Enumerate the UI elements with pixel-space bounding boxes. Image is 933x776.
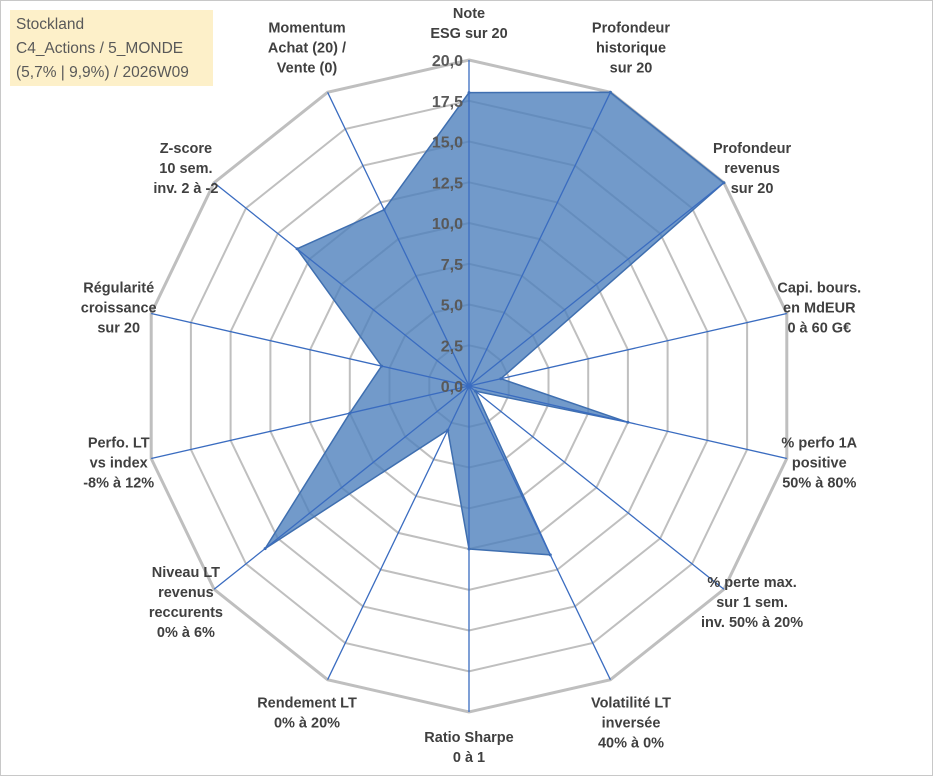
axis-label-6-line-2: 40% à 0% bbox=[598, 736, 664, 752]
axis-label-3-line-1: en MdEUR bbox=[783, 301, 856, 317]
axis-label-10-line-0: Perfo. LT bbox=[88, 435, 150, 451]
radar-series bbox=[263, 90, 726, 557]
info-company: Stockland bbox=[16, 16, 85, 33]
axis-label-10-line-2: -8% à 12% bbox=[83, 475, 154, 491]
tick-label-1: 2,5 bbox=[441, 338, 463, 355]
axis-label-3-line-2: 0 à 60 G€ bbox=[787, 321, 851, 337]
axis-spoke-12 bbox=[213, 182, 470, 387]
axis-label-9-line-0: Niveau LT bbox=[152, 565, 220, 581]
axis-label-12: Z-score 10 sem. inv. 2 à -2 bbox=[153, 141, 218, 197]
tick-label-3: 7,5 bbox=[441, 257, 463, 274]
axis-label-2-line-0: Profondeur bbox=[713, 141, 791, 157]
axis-label-10-line-1: vs index bbox=[90, 455, 148, 471]
axis-label-7-line-0: Ratio Sharpe bbox=[424, 730, 513, 746]
axis-spoke-13 bbox=[327, 92, 470, 387]
axis-label-9-line-2: reccurents bbox=[149, 605, 223, 621]
axis-label-8-line-0: Rendement LT bbox=[257, 696, 357, 712]
axis-spoke-6 bbox=[468, 385, 611, 680]
axis-spoke-4 bbox=[468, 385, 787, 460]
axis-spoke-5 bbox=[468, 385, 725, 590]
radar-tick-labels: 0,0 2,5 5,0 7,5 10,0 12,5 15,0 17,5 20,0 bbox=[432, 53, 463, 396]
axis-label-2: Profondeur revenus sur 20 bbox=[713, 141, 791, 197]
axis-label-2-line-1: revenus bbox=[724, 161, 780, 177]
axis-label-5-line-0: % perte max. bbox=[707, 575, 796, 591]
axis-spoke-10 bbox=[151, 385, 470, 460]
axis-label-5: % perte max. sur 1 sem. inv. 50% à 20% bbox=[701, 575, 803, 631]
tick-label-2: 5,0 bbox=[441, 298, 463, 315]
axis-label-12-line-0: Z-score bbox=[160, 141, 212, 157]
axis-label-11-line-2: sur 20 bbox=[97, 321, 140, 337]
axis-label-4-line-2: 50% à 80% bbox=[782, 475, 856, 491]
axis-label-4-line-1: positive bbox=[792, 455, 847, 471]
radar-spokes bbox=[151, 60, 787, 712]
axis-spoke-11 bbox=[151, 312, 470, 387]
axis-label-13-line-0: Momentum bbox=[268, 21, 345, 37]
tick-label-7: 17,5 bbox=[432, 94, 463, 111]
axis-label-11-line-1: croissance bbox=[81, 301, 157, 317]
axis-label-0: Note ESG sur 20 bbox=[430, 6, 507, 42]
info-category: C4_Actions / 5_MONDE bbox=[16, 40, 184, 57]
axis-label-9-line-3: 0% à 6% bbox=[157, 625, 215, 641]
axis-label-0-line-1: ESG sur 20 bbox=[430, 26, 507, 42]
axis-label-11: Régularité croissance sur 20 bbox=[81, 281, 157, 337]
axis-label-12-line-1: 10 sem. bbox=[159, 161, 212, 177]
axis-spoke-3 bbox=[468, 312, 787, 387]
axis-label-8-line-1: 0% à 20% bbox=[274, 716, 340, 732]
tick-label-8: 20,0 bbox=[432, 53, 463, 70]
radar-axis-labels: Note ESG sur 20 Profondeur historique sur 20… bbox=[81, 6, 861, 766]
axis-spoke-8 bbox=[327, 385, 470, 680]
axis-label-5-line-1: sur 1 sem. bbox=[716, 595, 788, 611]
axis-label-4-line-0: % perfo 1A bbox=[781, 435, 857, 451]
tick-label-5: 12,5 bbox=[432, 175, 463, 192]
tick-label-6: 15,0 bbox=[432, 135, 463, 152]
axis-label-1: Profondeur historique sur 20 bbox=[592, 21, 670, 77]
series-area bbox=[264, 91, 725, 556]
tick-label-0: 0,0 bbox=[441, 379, 463, 396]
axis-label-5-line-2: inv. 50% à 20% bbox=[701, 615, 803, 631]
axis-label-13: Momentum Achat (20) / Vente (0) bbox=[268, 21, 346, 77]
axis-label-6-line-1: inversée bbox=[602, 716, 661, 732]
axis-label-4: % perfo 1A positive 50% à 80% bbox=[781, 435, 857, 491]
axis-label-12-line-2: inv. 2 à -2 bbox=[153, 181, 218, 197]
axis-label-3-line-0: Capi. bours. bbox=[777, 281, 861, 297]
tick-label-4: 10,0 bbox=[432, 216, 463, 233]
axis-label-13-line-1: Achat (20) / bbox=[268, 41, 346, 57]
axis-label-11-line-0: Régularité bbox=[83, 281, 154, 297]
axis-label-8: Rendement LT 0% à 20% bbox=[257, 696, 357, 732]
axis-label-0-line-0: Note bbox=[453, 6, 485, 22]
axis-spoke-1 bbox=[468, 92, 611, 387]
axis-label-13-line-2: Vente (0) bbox=[277, 61, 338, 77]
info-stats: (5,7% | 9,9%) / 2026W09 bbox=[16, 64, 189, 81]
axis-label-7-line-1: 0 à 1 bbox=[453, 750, 485, 766]
axis-label-3: Capi. bours. en MdEUR 0 à 60 G€ bbox=[777, 281, 861, 337]
axis-label-6-line-0: Volatilité LT bbox=[591, 696, 671, 712]
axis-label-1-line-0: Profondeur bbox=[592, 21, 670, 37]
axis-label-1-line-1: historique bbox=[596, 41, 666, 57]
axis-label-9: Niveau LT revenus reccurents 0% à 6% bbox=[149, 565, 223, 641]
axis-spoke-2 bbox=[468, 182, 725, 387]
info-box: Stockland C4_Actions / 5_MONDE (5,7% | 9… bbox=[10, 10, 213, 86]
axis-label-7: Ratio Sharpe 0 à 1 bbox=[424, 730, 513, 766]
axis-label-9-line-1: revenus bbox=[158, 585, 214, 601]
axis-label-6: Volatilité LT inversée 40% à 0% bbox=[591, 696, 671, 752]
axis-label-2-line-2: sur 20 bbox=[731, 181, 774, 197]
axis-label-1-line-2: sur 20 bbox=[610, 61, 653, 77]
axis-spoke-9 bbox=[213, 385, 470, 590]
axis-label-10: Perfo. LT vs index -8% à 12% bbox=[83, 435, 154, 491]
